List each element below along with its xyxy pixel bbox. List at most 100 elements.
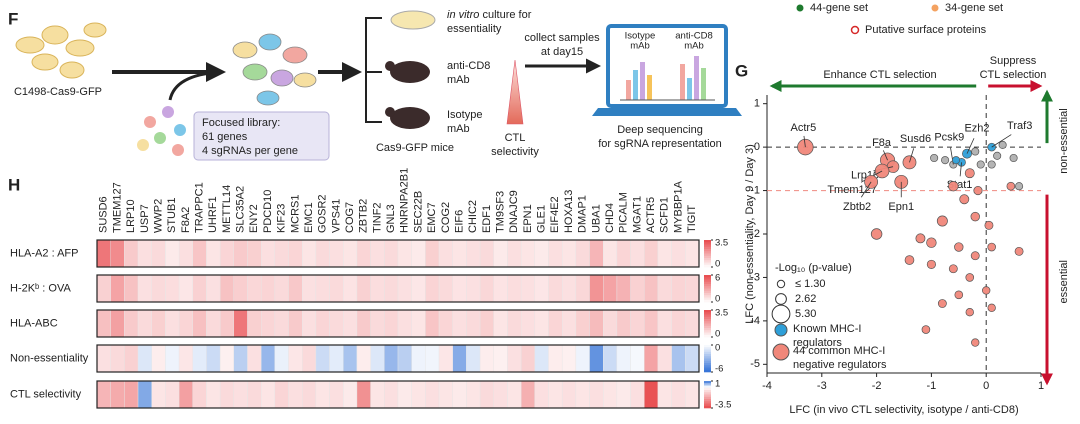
ctl-label: CTL — [505, 132, 526, 144]
heat-cell — [397, 380, 412, 409]
point — [948, 181, 959, 192]
point — [915, 233, 926, 244]
heat-cell — [411, 344, 426, 373]
column-label: DNAJC9 — [508, 190, 520, 233]
column-label: SUSD6 — [98, 196, 110, 233]
heat-cell — [165, 380, 180, 409]
heat-cell — [493, 380, 508, 409]
colorbar-step — [704, 351, 711, 355]
heat-cell — [343, 309, 358, 338]
heat-cell — [288, 274, 303, 303]
mouse — [390, 107, 430, 129]
heat-cell — [315, 239, 330, 268]
column-label: UBA1 — [590, 204, 602, 233]
point — [987, 242, 996, 252]
invitro-italic: in vitro — [447, 9, 479, 21]
heat-cell — [561, 309, 577, 338]
heat-cell — [507, 380, 522, 409]
colorbar-label: 3.5 — [715, 238, 728, 249]
colorbar-step — [704, 330, 711, 333]
heat-cell — [466, 380, 481, 409]
heat-cell — [178, 380, 193, 409]
heat-cell — [520, 239, 536, 268]
colorbar-step — [704, 260, 711, 263]
point — [1015, 182, 1024, 191]
mice-label: Cas9-GFP mice — [376, 142, 454, 154]
heat-cell — [603, 274, 618, 303]
heat-cell — [425, 344, 440, 373]
colorbar-step — [704, 279, 711, 283]
heat-cell — [192, 239, 207, 268]
mouse — [390, 61, 430, 83]
point — [930, 153, 939, 163]
heat-cell — [425, 380, 440, 409]
panel-label: F — [8, 9, 18, 28]
heat-cell — [247, 274, 262, 303]
leader-line — [991, 134, 1012, 148]
heat-cell — [206, 380, 221, 409]
point — [954, 290, 964, 300]
heat-cell — [315, 309, 330, 338]
invitro-line: essentiality — [447, 23, 502, 35]
colorbar-step — [704, 345, 711, 348]
point — [987, 160, 996, 169]
treatment: Isotype — [447, 109, 482, 121]
legend-swatch — [774, 323, 788, 337]
heat-cell — [370, 344, 385, 373]
heat-cell — [575, 274, 590, 303]
colorbar-step — [704, 369, 711, 373]
heat-cell — [110, 239, 125, 268]
heat-cell — [384, 344, 399, 373]
heat-cell — [260, 380, 276, 409]
colorbar-step — [704, 286, 711, 289]
virus-particles — [137, 106, 186, 156]
heat-cell — [603, 309, 618, 338]
heat-cell — [329, 380, 344, 409]
point — [965, 308, 974, 317]
colorbar-step — [704, 310, 711, 313]
column-label: VPS41 — [330, 199, 342, 233]
heat-cell — [165, 309, 180, 338]
leader-line — [966, 138, 975, 154]
colorbar-step — [704, 392, 711, 395]
row-frame — [96, 309, 700, 338]
heat-cell — [479, 309, 494, 338]
heat-cell — [329, 344, 344, 373]
heat-cell — [356, 380, 371, 409]
column-label: WWP2 — [152, 199, 164, 233]
heat-cell — [616, 239, 631, 268]
colorbar-step — [704, 332, 711, 336]
point — [971, 338, 980, 347]
colorbar-step — [704, 363, 711, 366]
heat-cell — [603, 344, 618, 373]
heat-cell — [302, 239, 317, 268]
invitro-line: in vitro culture for — [447, 9, 532, 21]
colorbar-step — [704, 297, 711, 301]
point — [971, 147, 980, 156]
heat-cell — [657, 344, 672, 373]
column-label: EMC1 — [303, 202, 315, 233]
heat-cell — [534, 309, 549, 338]
heat-cell — [520, 274, 536, 303]
heat-cell — [575, 309, 590, 338]
colorbar-step — [704, 347, 711, 350]
heat-cell — [274, 344, 289, 373]
colorbar-step — [704, 251, 711, 254]
heat-cell — [425, 274, 440, 303]
heat-cell — [247, 380, 262, 409]
y-tick-label: -4 — [750, 315, 760, 327]
column-label: GOSR2 — [317, 194, 329, 233]
heat-cell — [644, 344, 659, 373]
size-legend-circle — [776, 279, 786, 289]
heat-cell — [178, 309, 193, 338]
heat-cell — [685, 239, 700, 268]
point-label: Epn1 — [888, 201, 914, 213]
colorbar-step — [704, 323, 711, 327]
panel-f: F C1498-Cas9-GFP Focused library: 61 gen… — [8, 9, 742, 161]
colorbar-label: 0 — [715, 259, 720, 270]
row-frame — [96, 274, 700, 303]
column-label: ZBTB2 — [358, 199, 370, 233]
heat-cell — [575, 380, 590, 409]
heat-cell — [452, 344, 467, 373]
heat-cell — [137, 380, 152, 409]
